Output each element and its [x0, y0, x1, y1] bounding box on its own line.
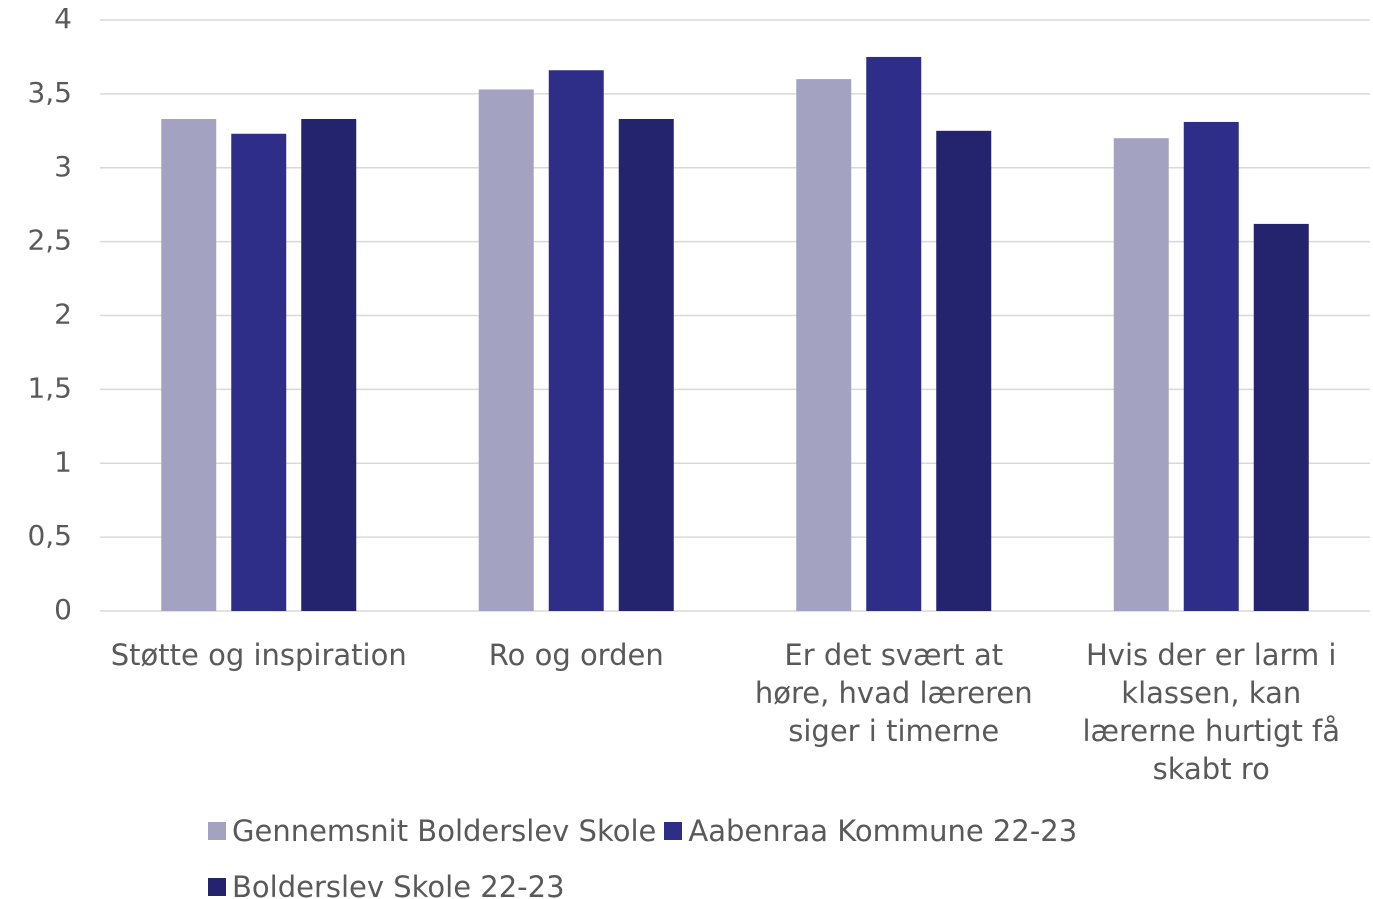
legend-item: Gennemsnit Bolderslev Skole — [208, 812, 656, 850]
bar — [618, 118, 674, 612]
y-tick-label: 0,5 — [27, 519, 72, 552]
y-tick-label: 0 — [54, 593, 72, 626]
legend-swatch — [208, 878, 226, 896]
y-tick-label: 2,5 — [27, 224, 72, 257]
legend-label: Aabenraa Kommune 22-23 — [688, 814, 1078, 848]
bar — [548, 70, 604, 612]
bar — [161, 118, 217, 612]
y-tick-label: 4 — [54, 2, 72, 35]
bar — [1183, 121, 1239, 611]
legend-label: Gennemsnit Bolderslev Skole — [232, 814, 657, 848]
y-tick-label: 1 — [54, 445, 72, 478]
y-tick-label: 2 — [54, 298, 72, 331]
y-tick-label: 1,5 — [27, 371, 72, 404]
legend-swatch — [208, 822, 226, 840]
legend: Gennemsnit Bolderslev Skole Aabenraa Komm… — [208, 812, 1208, 899]
bar — [478, 89, 534, 611]
y-tick-label: 3 — [54, 150, 72, 183]
bar — [301, 118, 357, 612]
bar — [231, 133, 287, 611]
bar — [1113, 138, 1169, 611]
legend-item: Aabenraa Kommune 22-23 — [664, 812, 1077, 850]
bar — [1253, 223, 1309, 611]
legend-item: Bolderslev Skole 22-23 — [208, 868, 565, 899]
x-tick-label: Støtte og inspiration — [110, 638, 407, 672]
legend-swatch — [664, 822, 683, 840]
x-tick-label: Ro og orden — [488, 638, 664, 672]
bar — [936, 130, 992, 611]
x-tick-label: Hvis der er larm i klassen, kan lærerne … — [1082, 638, 1341, 786]
legend-label: Bolderslev Skole 22-23 — [232, 870, 565, 899]
y-tick-label: 3,5 — [27, 76, 72, 109]
bar — [796, 79, 852, 612]
x-tick-label: Er det svært at høre, hvad læreren siger… — [754, 638, 1033, 748]
bar — [866, 56, 922, 611]
